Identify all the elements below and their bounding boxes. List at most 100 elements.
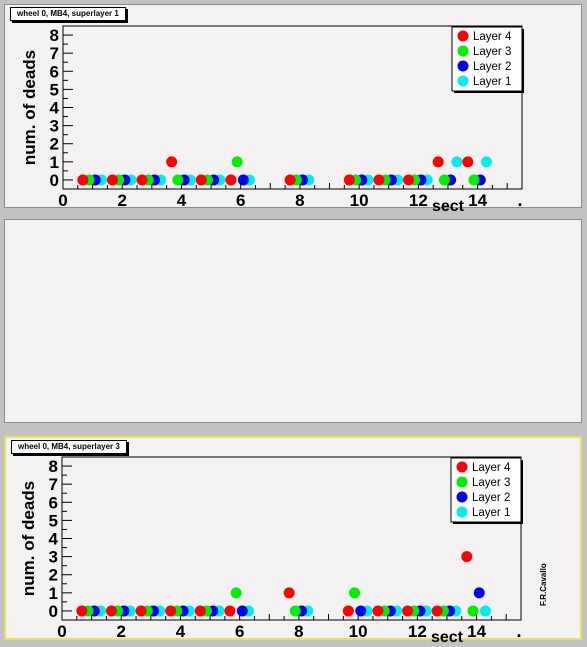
data-point [106, 174, 118, 186]
legend-label: Layer 4 [473, 31, 512, 43]
y-tick-label: 2 [49, 566, 58, 585]
data-point [224, 605, 236, 617]
legend-marker [457, 45, 469, 57]
y-tick-label: 6 [50, 62, 59, 81]
y-tick-label: 5 [49, 511, 58, 530]
data-point [438, 174, 450, 186]
data-point [236, 605, 248, 617]
x-tick-label: 8 [295, 191, 304, 210]
y-axis-label: num. of deads [20, 50, 39, 165]
x-tick-label: 6 [235, 622, 244, 641]
data-point [467, 605, 479, 617]
data-point [166, 156, 178, 168]
data-point [451, 156, 463, 168]
data-point [231, 156, 243, 168]
data-points [77, 156, 492, 186]
data-point [284, 174, 296, 186]
legend-marker [456, 476, 468, 488]
data-point [372, 605, 384, 617]
x-tick-label: 2 [116, 622, 125, 641]
x-axis-end-mark: . [517, 190, 522, 210]
x-tick-label: 4 [177, 191, 187, 210]
pad-empty [4, 219, 582, 423]
y-tick-label: 3 [49, 548, 58, 567]
y-tick-label: 5 [50, 80, 59, 99]
data-point [462, 156, 474, 168]
x-axis-end-mark: . [516, 621, 521, 641]
data-point [172, 174, 184, 186]
data-point [76, 605, 88, 617]
y-tick-label: 0 [49, 602, 58, 621]
data-point [480, 156, 492, 168]
y-tick-label: 4 [50, 99, 60, 118]
legend-label: Layer 4 [472, 462, 511, 474]
data-point [195, 174, 207, 186]
y-tick-label: 2 [50, 135, 59, 154]
data-point [461, 551, 473, 563]
x-tick-label: 10 [350, 191, 369, 210]
x-tick-label: 14 [468, 191, 487, 210]
y-tick-label: 0 [50, 171, 59, 190]
y-tick-label: 8 [49, 457, 58, 476]
data-point [431, 605, 443, 617]
y-tick-label: 1 [49, 584, 58, 603]
data-point [342, 605, 354, 617]
data-points [76, 551, 491, 617]
x-axis-label: sect [432, 198, 465, 215]
legend-marker [456, 461, 468, 473]
x-axis-label: sect [431, 629, 464, 646]
x-tick-label: 12 [409, 191, 428, 210]
legend-label: Layer 2 [473, 61, 511, 73]
chart-title: wheel 0, MB4, superlayer 1 [10, 7, 126, 21]
data-point [373, 174, 385, 186]
data-point [479, 605, 491, 617]
credit-label: F.R.Cavallo [539, 563, 548, 606]
y-tick-label: 4 [49, 530, 59, 549]
x-tick-label: 8 [294, 622, 303, 641]
x-tick-label: 14 [467, 622, 486, 641]
data-point [283, 587, 295, 599]
legend-label: Layer 3 [472, 477, 510, 489]
y-axis-label: num. of deads [19, 481, 38, 596]
legend-marker [457, 60, 469, 72]
data-point [136, 174, 148, 186]
x-tick-label: 2 [117, 191, 126, 210]
y-tick-label: 8 [50, 26, 59, 45]
x-tick-label: 4 [176, 622, 186, 641]
data-point [402, 605, 414, 617]
legend-marker [457, 75, 469, 87]
data-point [77, 174, 89, 186]
legend-label: Layer 1 [472, 507, 510, 519]
data-point [105, 605, 117, 617]
data-point [225, 174, 237, 186]
legend-label: Layer 2 [472, 492, 510, 504]
legend-marker [456, 491, 468, 503]
data-point [343, 174, 355, 186]
y-tick-label: 6 [49, 493, 58, 512]
y-tick-label: 3 [50, 117, 59, 136]
y-tick-label: 1 [50, 153, 59, 172]
legend-marker [456, 506, 468, 518]
x-tick-label: 0 [57, 622, 66, 641]
y-tick-label: 7 [50, 44, 59, 63]
legend-marker [457, 30, 469, 42]
x-tick-label: 12 [408, 622, 427, 641]
pad-superlayer-1: 0 1 2 3 4 5 6 7 8 0 2 4 6 8 10 12 14 sect. num. of deads La… [4, 4, 582, 215]
data-point [135, 605, 147, 617]
data-point [349, 587, 361, 599]
data-point [468, 174, 480, 186]
y-tick-label: 7 [49, 475, 58, 494]
data-point [230, 587, 242, 599]
chart-title: wheel 0, MB4, superlayer 3 [11, 440, 127, 454]
pad-superlayer-3: 0 1 2 3 4 5 6 7 8 0 2 4 6 8 10 12 14 sect. num. of deads La… [4, 436, 582, 646]
data-point [289, 605, 301, 617]
x-tick-label: 6 [236, 191, 245, 210]
data-point [403, 174, 415, 186]
data-point [473, 587, 485, 599]
legend-label: Layer 1 [473, 76, 511, 88]
legend-label: Layer 3 [473, 46, 511, 58]
data-point [237, 174, 249, 186]
data-point [355, 605, 367, 617]
